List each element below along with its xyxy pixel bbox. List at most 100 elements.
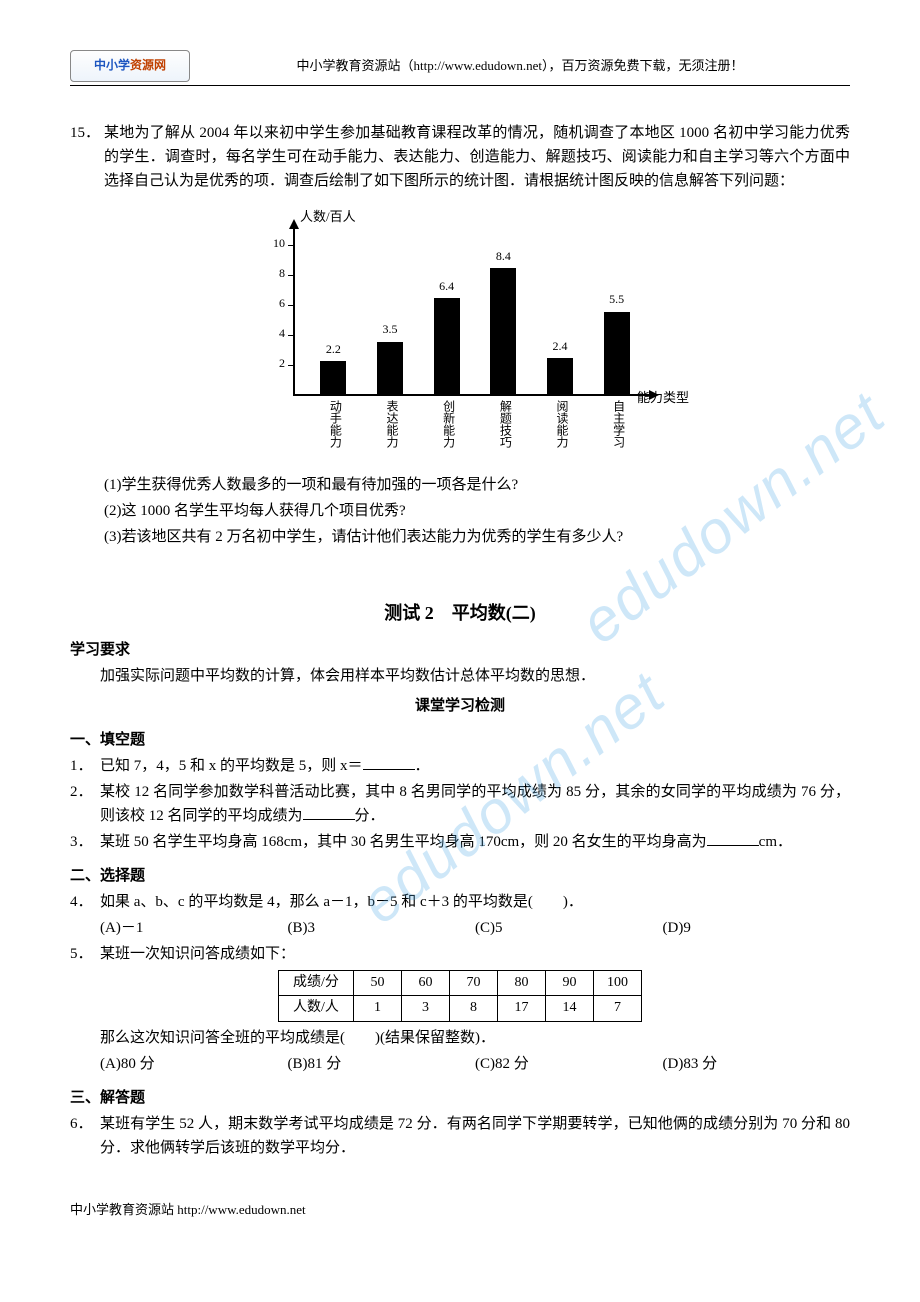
table-row: 成绩/分 50 60 70 80 90 100 — [279, 970, 642, 995]
q1-text-b: ． — [415, 758, 430, 774]
q5-r2c5: 14 — [545, 996, 593, 1021]
q1-body: 已知 7，4，5 和 x 的平均数是 5，则 x＝ ． — [100, 754, 850, 778]
q1-text-a: 已知 7，4，5 和 x 的平均数是 5，则 x＝ — [100, 758, 363, 774]
y-axis-title: 人数/百人 — [300, 207, 356, 228]
q15-sub3: (3)若该地区共有 2 万名初中学生，请估计他们表达能力为优秀的学生有多少人? — [104, 525, 850, 549]
question-2: 2． 某校 12 名同学参加数学科普活动比赛，其中 8 名男同学的平均成绩为 8… — [70, 780, 850, 828]
q5-number: 5． — [70, 942, 100, 966]
q3-body: 某班 50 名学生平均身高 168cm，其中 30 名男生平均身高 170cm，… — [100, 830, 850, 854]
question-6: 6． 某班有学生 52 人，期末数学考试平均成绩是 72 分．有两名同学下学期要… — [70, 1112, 850, 1160]
chart-bar — [434, 298, 460, 394]
page-header: 中小学资源网 中小学教育资源站（http://www.edudown.net），… — [70, 50, 850, 86]
q5-r2c4: 17 — [497, 996, 545, 1021]
q5-table: 成绩/分 50 60 70 80 90 100 人数/人 1 3 8 17 14… — [278, 970, 642, 1022]
test2-title: 测试 2 平均数(二) — [70, 599, 850, 628]
question-1: 1． 已知 7，4，5 和 x 的平均数是 5，则 x＝ ． — [70, 754, 850, 778]
q5-text: 某班一次知识问答成绩如下： — [100, 942, 850, 966]
q5-r2c3: 8 — [449, 996, 497, 1021]
y-tick-label: 6 — [255, 294, 285, 313]
bar-value-label: 5.5 — [597, 290, 637, 309]
q3-blank[interactable] — [707, 831, 759, 846]
q4-opt-c[interactable]: (C)5 — [475, 916, 663, 940]
logo-row: 中小学资源网 中小学教育资源站（http://www.edudown.net），… — [70, 50, 850, 82]
q1-number: 1． — [70, 754, 100, 778]
q4-opt-b[interactable]: (B)3 — [288, 916, 476, 940]
logo-text-left: 中小学 — [94, 56, 130, 75]
q2-body: 某校 12 名同学参加数学科普活动比赛，其中 8 名男同学的平均成绩为 85 分… — [100, 780, 850, 828]
q4-options: (A)－1 (B)3 (C)5 (D)9 — [100, 916, 850, 940]
x-axis-line — [293, 394, 653, 396]
bar-value-label: 6.4 — [427, 277, 467, 296]
y-tick — [288, 305, 294, 306]
y-tick-label: 4 — [255, 324, 285, 343]
chart-bar — [490, 268, 516, 394]
q1-blank[interactable] — [363, 755, 415, 770]
q5-r1c5: 90 — [545, 970, 593, 995]
bar-value-label: 2.4 — [540, 337, 580, 356]
q2-text-a: 某校 12 名同学参加数学科普活动比赛，其中 8 名男同学的平均成绩为 85 分… — [100, 784, 850, 824]
q3-number: 3． — [70, 830, 100, 854]
q5-text2-b: )(结果保留整数)． — [375, 1030, 495, 1046]
q5-r1c0: 成绩/分 — [279, 970, 354, 995]
category-label: 阅读能力 — [552, 400, 568, 448]
y-tick — [288, 365, 294, 366]
q2-blank[interactable] — [303, 805, 355, 820]
q5-r2c0: 人数/人 — [279, 996, 354, 1021]
category-label: 解题技巧 — [495, 400, 511, 448]
q15-subquestions: (1)学生获得优秀人数最多的一项和最有待加强的一项各是什么? (2)这 1000… — [104, 473, 850, 549]
question-15: 15． 某地为了解从 2004 年以来初中学生参加基础教育课程改革的情况，随机调… — [70, 121, 850, 549]
y-axis-arrow-icon — [289, 219, 299, 229]
category-label: 创新能力 — [439, 400, 455, 448]
q5-opt-c[interactable]: (C)82 分 — [475, 1052, 663, 1076]
y-tick — [288, 335, 294, 336]
q3-text-a: 某班 50 名学生平均身高 168cm，其中 30 名男生平均身高 170cm，… — [100, 834, 707, 850]
q15-number: 15． — [70, 121, 104, 193]
y-tick — [288, 275, 294, 276]
q4-opt-a[interactable]: (A)－1 — [100, 916, 288, 940]
question-3: 3． 某班 50 名学生平均身高 168cm，其中 30 名男生平均身高 170… — [70, 830, 850, 854]
q5-opt-d[interactable]: (D)83 分 — [663, 1052, 851, 1076]
answer-heading: 三、解答题 — [70, 1086, 850, 1110]
q3-text-b: cm． — [759, 834, 792, 850]
q5-r1c1: 50 — [353, 970, 401, 995]
q5-opt-b[interactable]: (B)81 分 — [288, 1052, 476, 1076]
q5-r2c1: 1 — [353, 996, 401, 1021]
x-axis-title: 能力类型 — [637, 388, 689, 409]
q5-r2c2: 3 — [401, 996, 449, 1021]
q5-opt-a[interactable]: (A)80 分 — [100, 1052, 288, 1076]
q4-opt-d[interactable]: (D)9 — [663, 916, 851, 940]
question-4: 4． 如果 a、b、c 的平均数是 4，那么 a－1，b－5 和 c＋3 的平均… — [70, 890, 850, 914]
chart-bar — [320, 361, 346, 394]
header-divider — [70, 85, 850, 86]
q6-number: 6． — [70, 1112, 100, 1160]
question-5: 5． 某班一次知识问答成绩如下： — [70, 942, 850, 966]
y-tick — [288, 245, 294, 246]
chart-bar — [547, 358, 573, 394]
q5-r2c6: 7 — [593, 996, 641, 1021]
fill-heading: 一、填空题 — [70, 728, 850, 752]
requirements-heading: 学习要求 — [70, 638, 850, 662]
requirements-text: 加强实际问题中平均数的计算，体会用样本平均数估计总体平均数的思想． — [70, 664, 850, 688]
bar-chart: 人数/百人 能力类型 2468102.2动手能力3.5表达能力6.4创新能力8.… — [245, 211, 675, 451]
site-logo: 中小学资源网 — [70, 50, 190, 82]
y-tick-label: 2 — [255, 354, 285, 373]
header-tagline: 中小学教育资源站（http://www.edudown.net），百万资源免费下… — [190, 56, 850, 77]
bar-value-label: 3.5 — [370, 320, 410, 339]
chart-bar — [377, 342, 403, 395]
q5-r1c4: 80 — [497, 970, 545, 995]
q6-text: 某班有学生 52 人，期末数学考试平均成绩是 72 分．有两名同学下学期要转学，… — [100, 1112, 850, 1160]
chart-bar — [604, 312, 630, 395]
q5-r1c3: 70 — [449, 970, 497, 995]
q4-text: 如果 a、b、c 的平均数是 4，那么 a－1，b－5 和 c＋3 的平均数是(… — [100, 890, 850, 914]
category-label: 自主学习 — [609, 400, 625, 448]
q2-number: 2． — [70, 780, 100, 828]
page-footer: 中小学教育资源站 http://www.edudown.net — [70, 1200, 850, 1221]
y-tick-label: 8 — [255, 264, 285, 283]
q15-sub1: (1)学生获得优秀人数最多的一项和最有待加强的一项各是什么? — [104, 473, 850, 497]
page-container: edudown.net edudown.net 中小学资源网 中小学教育资源站（… — [70, 50, 850, 1220]
q15-sub2: (2)这 1000 名学生平均每人获得几个项目优秀? — [104, 499, 850, 523]
q4-number: 4． — [70, 890, 100, 914]
category-label: 动手能力 — [325, 400, 341, 448]
y-tick-label: 10 — [255, 234, 285, 253]
q5-text2-a: 那么这次知识问答全班的平均成绩是( — [100, 1030, 345, 1046]
